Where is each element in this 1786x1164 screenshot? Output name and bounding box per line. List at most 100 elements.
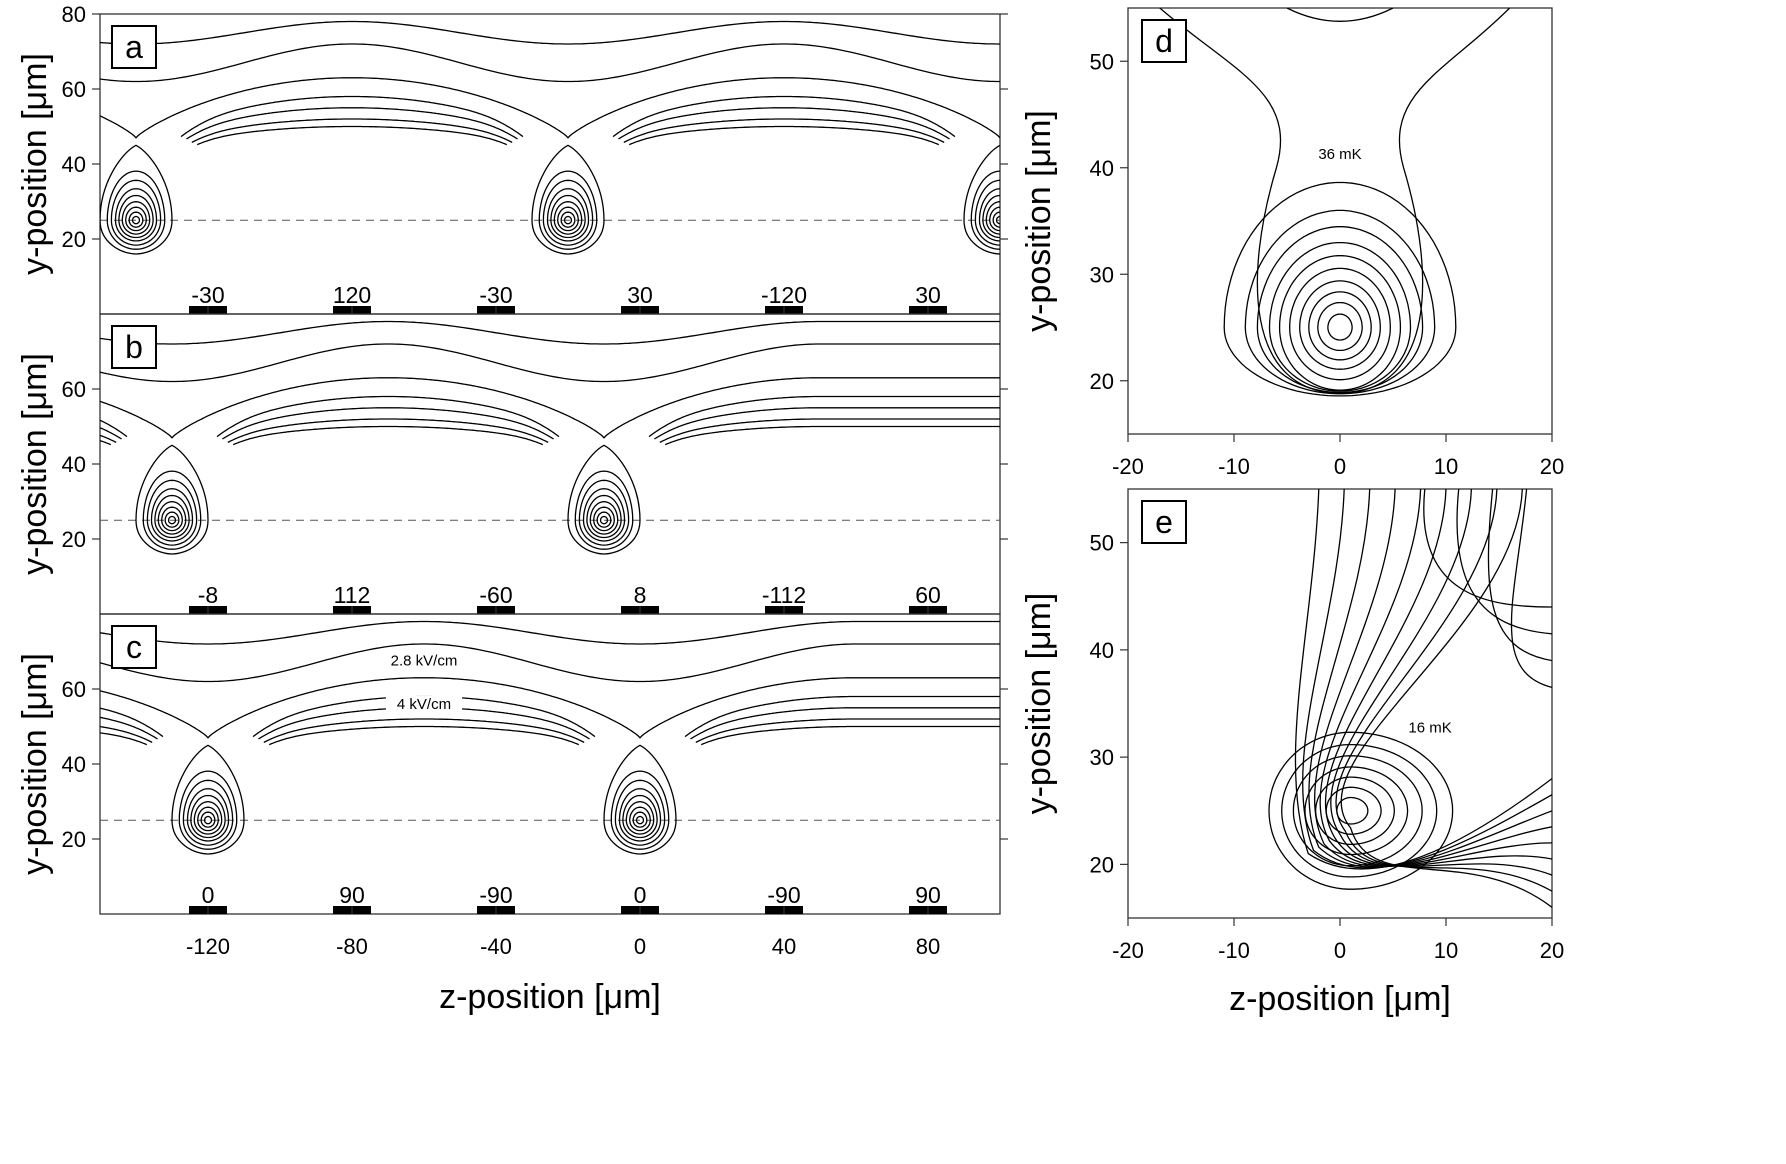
panel-b-well-contour	[154, 494, 190, 539]
panel-label: c	[126, 629, 142, 665]
panel-a-well-contour	[128, 211, 144, 228]
panel-b-upper-line	[100, 320, 1000, 345]
panel-a-well-contour	[557, 206, 579, 232]
panel-b-arch-line	[100, 418, 1000, 443]
panel-c-well-contour	[186, 788, 230, 842]
panel-label-box	[111, 625, 157, 669]
contours-layer	[100, 8, 1552, 908]
temperature-annotation: 36 mK	[1318, 146, 1361, 163]
x-tick-label: -10	[1218, 454, 1250, 479]
y-tick-label: 30	[1090, 262, 1114, 287]
y-axis-label: y-position [μm]	[16, 53, 54, 275]
panel-c-frame	[99, 613, 1001, 915]
electrode-voltage-label: 90	[339, 882, 365, 908]
panel-b-well-contour	[582, 488, 626, 542]
y-tick-label: 20	[62, 227, 86, 252]
electrode-voltage-label: -8	[198, 582, 218, 608]
x-tick-label: 80	[916, 934, 940, 959]
panel-a-well-contour	[550, 194, 586, 239]
y-tick-label: 40	[62, 152, 86, 177]
panel-e-open-contour	[1324, 489, 1552, 867]
panel-c-well-contour	[178, 770, 238, 850]
electrode-voltage-label: -90	[479, 882, 512, 908]
panel-label-box	[111, 25, 157, 69]
panel-c-well-contour	[618, 788, 662, 842]
panel-a-well-contour	[992, 211, 1000, 228]
y-tick-label: 20	[1090, 369, 1114, 394]
panel-a-well-contour	[995, 215, 1000, 225]
x-tick-label: -20	[1112, 938, 1144, 963]
panel-b-arch-line	[100, 407, 1000, 440]
panel-e-open-contour	[1302, 489, 1552, 869]
x-tick-label: -10	[1218, 938, 1250, 963]
labels-layer: -30 120 -30 30 -120 30 y-position [μm] a -8 112 -6…	[16, 19, 1457, 1018]
panel-a-upper-line	[100, 43, 1000, 83]
panel-a-well-contour	[121, 201, 151, 235]
panel-d-contour	[1278, 255, 1402, 391]
panel-d-contour	[1244, 209, 1436, 395]
panel-a-well-contour	[131, 215, 141, 225]
y-axis-label: y-position [μm]	[16, 353, 54, 575]
x-tick-label: 0	[1334, 938, 1346, 963]
panel-b-well-contour	[150, 488, 194, 542]
panel-e-corner-contour	[1456, 489, 1552, 635]
panel-a-well-contour	[538, 170, 598, 250]
panel-a-separatrix	[100, 144, 173, 255]
panel-a-well-contour	[110, 179, 162, 246]
panel-e-corner-contour	[1487, 489, 1552, 662]
panel-a-arch-line	[180, 95, 956, 138]
x-tick-label: 20	[1540, 454, 1564, 479]
electrode-voltage-label: 30	[915, 282, 941, 308]
panel-a-well-contour	[970, 170, 1000, 250]
y-tick-label: 80	[62, 2, 86, 27]
electrode-voltage-label: 30	[627, 282, 653, 308]
electrode-voltage-label: -30	[191, 282, 224, 308]
panel-label-box	[111, 325, 157, 369]
x-tick-label: -40	[480, 934, 512, 959]
panel-e-open-contour	[1319, 489, 1552, 867]
x-tick-label: 0	[634, 934, 646, 959]
electrode-voltage-label: -60	[479, 582, 512, 608]
x-tick-label: -80	[336, 934, 368, 959]
panel-b-well-contour	[161, 506, 183, 532]
y-tick-label: 60	[62, 377, 86, 402]
y-tick-label: 20	[62, 527, 86, 552]
panel-d-contour	[1299, 280, 1381, 370]
y-tick-label: 60	[62, 677, 86, 702]
panel-d-top-contour	[1286, 8, 1394, 22]
panel-a-arch-line	[100, 77, 1000, 139]
x-tick-label: 10	[1434, 454, 1458, 479]
panel-c-separatrix	[603, 744, 677, 855]
x-tick-label: 0	[1334, 454, 1346, 479]
panel-b-arch-line	[100, 377, 1000, 439]
panel-c-well-contour	[610, 770, 670, 850]
annotation-bg	[1404, 718, 1457, 737]
panel-b-well-contour	[578, 479, 630, 546]
panel-b-upper-line	[100, 343, 1000, 383]
panel-d-open-contour	[1159, 8, 1511, 395]
panel-a-well-contour	[974, 179, 1000, 246]
temperature-annotation: 16 mK	[1408, 719, 1451, 736]
x-axis-label: z-position [μm]	[1229, 980, 1451, 1018]
panel-e-open-contour	[1314, 489, 1552, 868]
panel-b-well-contour	[589, 500, 619, 535]
panel-b-well-contour	[146, 479, 198, 546]
panel-c-well-contour	[622, 794, 658, 839]
panel-c-well-contour	[203, 815, 213, 825]
panel-c-well-contour	[193, 800, 223, 835]
y-axis-label: y-position [μm]	[1020, 593, 1058, 815]
panel-a-well-contour	[553, 201, 583, 235]
electrode-voltage-label: 0	[634, 882, 647, 908]
panel-e-corner-contour	[1423, 489, 1552, 608]
y-tick-label: 40	[1090, 638, 1114, 663]
panel-a-arch-line	[196, 125, 940, 146]
x-tick-label: 40	[772, 934, 796, 959]
panel-c-arch-line	[100, 725, 1000, 746]
panel-b-arch-line	[100, 425, 1000, 446]
x-axis-label: z-position [μm]	[439, 978, 661, 1016]
panel-c-well-contour	[190, 794, 226, 839]
electrode-voltage-label: 60	[915, 582, 941, 608]
electrode-voltage-label: 112	[334, 582, 371, 608]
panel-e-contour	[1268, 731, 1454, 890]
panel-c-upper-line	[100, 643, 1000, 683]
